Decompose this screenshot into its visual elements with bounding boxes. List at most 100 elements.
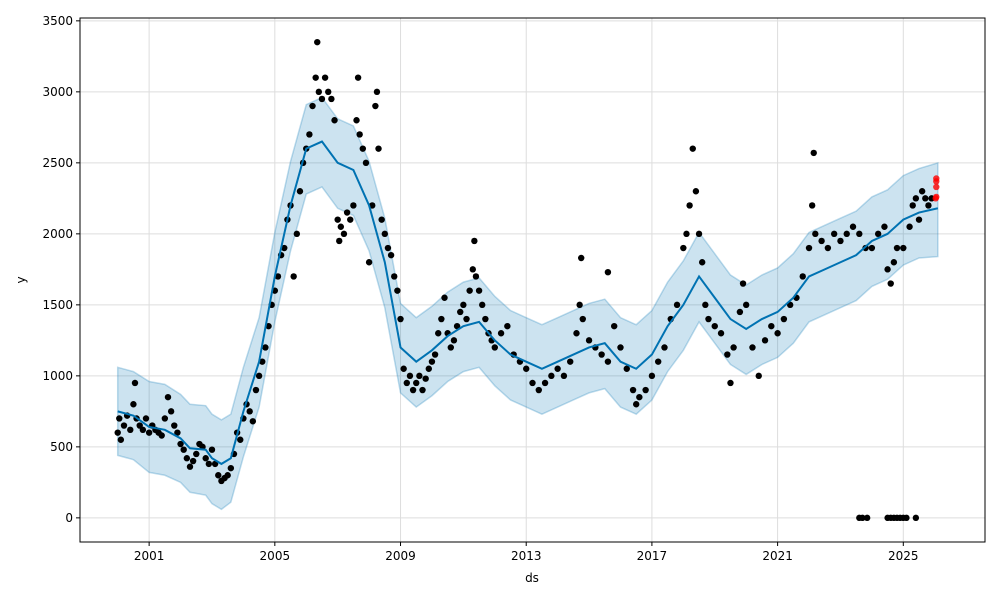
observed-point	[617, 344, 624, 351]
observed-point	[394, 287, 401, 294]
observed-point	[347, 216, 354, 223]
observed-point	[805, 244, 813, 252]
observed-point	[579, 315, 586, 323]
observed-point	[224, 472, 231, 479]
observed-point	[205, 460, 213, 468]
observed-point	[246, 408, 253, 415]
observed-point	[425, 365, 433, 372]
observed-point	[843, 230, 850, 238]
observed-point	[343, 209, 351, 216]
observed-point	[482, 315, 489, 323]
observed-point	[208, 446, 216, 453]
observed-point	[403, 379, 411, 387]
observed-point	[837, 237, 844, 245]
observed-point	[874, 230, 882, 238]
observed-point	[469, 266, 476, 273]
y-tick-label: 1000	[42, 369, 73, 383]
observed-point	[680, 244, 687, 252]
observed-point	[686, 202, 693, 209]
highlighted-points	[932, 175, 940, 202]
observed-point	[642, 386, 649, 394]
observed-point	[161, 415, 169, 422]
observed-point	[369, 202, 376, 209]
observed-point	[523, 365, 530, 372]
x-tick-label: 2005	[260, 549, 291, 563]
observed-point	[761, 337, 769, 344]
observed-point	[689, 145, 696, 152]
observed-point	[695, 230, 703, 238]
observed-point	[598, 351, 605, 358]
observed-point	[189, 457, 197, 465]
observed-point	[661, 344, 668, 351]
observed-point	[730, 344, 737, 351]
observed-point	[384, 244, 392, 252]
observed-point	[648, 372, 656, 380]
observed-point	[849, 223, 857, 230]
observed-point	[573, 330, 580, 337]
observed-point	[724, 351, 731, 358]
observed-point	[174, 429, 181, 436]
observed-point	[193, 450, 200, 458]
observed-point	[909, 202, 916, 209]
observed-point	[274, 273, 282, 280]
observed-point	[890, 259, 898, 266]
observed-point	[466, 287, 473, 294]
x-tick-label: 2025	[888, 549, 919, 563]
observed-point	[497, 330, 505, 337]
observed-point	[912, 195, 920, 202]
observed-point	[774, 330, 781, 337]
observed-point	[167, 408, 175, 415]
observed-point	[673, 301, 681, 309]
observed-point	[780, 315, 788, 323]
plot-frame	[79, 17, 986, 543]
observed-point	[227, 464, 235, 472]
observed-point	[422, 375, 429, 382]
observed-point	[479, 301, 486, 309]
observed-point	[698, 259, 706, 266]
observed-point	[334, 216, 341, 223]
observed-point	[472, 273, 480, 280]
observed-point	[799, 273, 806, 280]
observed-point	[471, 237, 478, 245]
observed-point	[475, 287, 483, 294]
observed-point	[632, 401, 640, 408]
y-tick-label: 2500	[42, 156, 73, 170]
observed-point	[623, 365, 630, 372]
observed-point	[145, 429, 153, 436]
observed-point	[922, 195, 929, 202]
observed-point	[585, 337, 593, 344]
observed-point	[824, 244, 832, 252]
y-tick-label: 500	[50, 440, 73, 454]
observed-point	[378, 216, 385, 223]
observed-point	[739, 280, 747, 287]
observed-point	[611, 322, 618, 330]
observed-point	[705, 315, 712, 323]
observed-point	[354, 74, 362, 81]
observed-point	[903, 514, 910, 522]
observed-point	[654, 358, 662, 365]
observed-point	[309, 102, 316, 110]
observed-point	[314, 38, 321, 46]
observed-point	[419, 386, 426, 394]
observed-point	[453, 322, 461, 330]
observed-point	[139, 426, 147, 434]
observed-point	[887, 280, 894, 287]
observed-point	[749, 344, 756, 351]
observed-point	[406, 372, 414, 380]
observed-point	[906, 223, 913, 230]
observed-point	[183, 455, 191, 462]
observed-point	[350, 202, 357, 209]
observed-point	[413, 379, 420, 387]
observed-point	[365, 259, 373, 266]
observed-point	[331, 117, 338, 124]
observed-point	[237, 436, 244, 443]
x-tick-label: 2013	[511, 549, 542, 563]
observed-point	[252, 386, 260, 394]
observed-point	[215, 472, 222, 479]
observed-point	[356, 131, 363, 138]
observed-point	[441, 294, 448, 301]
observed-point	[186, 463, 194, 470]
observed-point	[259, 358, 266, 365]
observed-point	[463, 315, 470, 323]
